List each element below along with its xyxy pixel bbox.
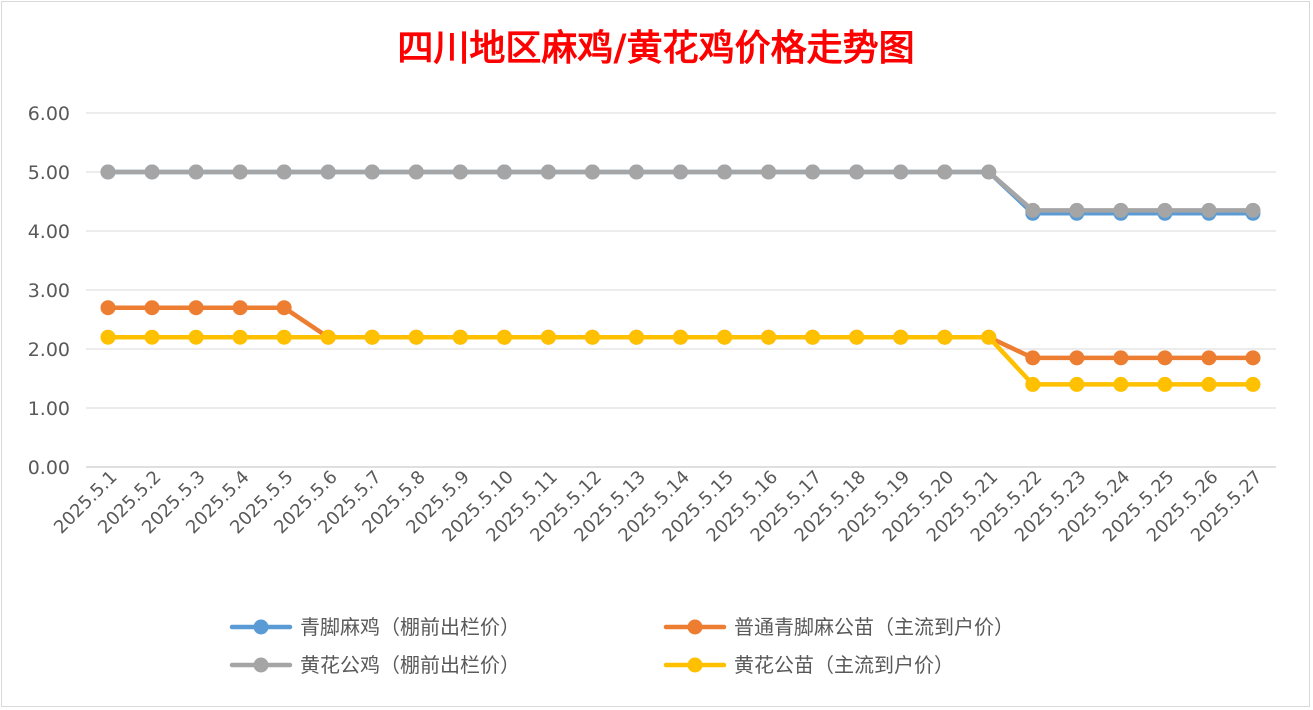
data-point xyxy=(232,300,248,316)
y-tick-label: 6.00 xyxy=(28,103,70,125)
data-point xyxy=(320,329,336,345)
data-point xyxy=(1201,202,1217,218)
x-axis-ticks: 2025.5.12025.5.22025.5.32025.5.42025.5.5… xyxy=(50,467,1267,547)
series-3 xyxy=(100,164,1261,218)
legend-swatch-marker xyxy=(687,657,703,673)
data-point xyxy=(1069,350,1085,366)
legend-swatch-marker xyxy=(687,619,703,635)
data-point xyxy=(805,329,821,345)
data-point xyxy=(232,164,248,180)
data-point xyxy=(496,164,512,180)
data-point xyxy=(1025,350,1041,366)
data-point xyxy=(364,164,380,180)
data-point xyxy=(408,164,424,180)
y-axis-ticks: 0.00 1.00 2.00 3.00 4.00 5.00 6.00 xyxy=(28,103,70,479)
legend-entry: 普通青脚麻公苗（主流到户价） xyxy=(663,615,1014,639)
data-point xyxy=(100,329,116,345)
data-point xyxy=(893,164,909,180)
data-point xyxy=(1245,350,1261,366)
data-point xyxy=(1157,350,1173,366)
data-point xyxy=(673,164,688,180)
legend: 青脚麻鸡（棚前出栏价） 普通青脚麻公苗（主流到户价） 黄花公鸡（棚前出栏价） 黄花公苗… xyxy=(229,615,1014,677)
legend-label: 普通青脚麻公苗（主流到户价） xyxy=(734,615,1014,639)
data-point xyxy=(452,164,468,180)
data-point xyxy=(849,329,865,345)
chart-title: 四川地区麻鸡/黄花鸡价格走势图 xyxy=(397,27,914,69)
data-point xyxy=(144,329,160,345)
data-point xyxy=(893,329,909,345)
data-point xyxy=(761,329,777,345)
data-point xyxy=(1157,376,1173,392)
data-point xyxy=(981,164,997,180)
y-tick-label: 1.00 xyxy=(28,398,70,420)
y-tick-label: 4.00 xyxy=(28,221,70,243)
data-point xyxy=(1113,376,1129,392)
legend-label: 青脚麻鸡（棚前出栏价） xyxy=(300,615,520,639)
data-point xyxy=(1113,350,1129,366)
data-point xyxy=(320,164,336,180)
legend-swatch-marker xyxy=(253,657,269,673)
data-point xyxy=(673,329,688,345)
data-point xyxy=(584,329,600,345)
data-point xyxy=(364,329,380,345)
data-point xyxy=(408,329,424,345)
data-point xyxy=(761,164,777,180)
data-point xyxy=(100,300,116,316)
data-point xyxy=(144,300,160,316)
data-point xyxy=(276,164,292,180)
data-point xyxy=(540,164,556,180)
data-point xyxy=(584,164,600,180)
data-point xyxy=(937,329,953,345)
data-point xyxy=(276,329,292,345)
legend-entry: 青脚麻鸡（棚前出栏价） xyxy=(229,615,520,639)
data-point xyxy=(628,329,644,345)
data-point xyxy=(1069,376,1085,392)
series-4 xyxy=(100,329,1261,392)
data-point xyxy=(100,164,116,180)
legend-entry: 黄花公鸡（棚前出栏价） xyxy=(229,653,520,677)
data-point xyxy=(717,164,733,180)
data-point xyxy=(1245,376,1261,392)
data-point xyxy=(805,164,821,180)
data-point xyxy=(717,329,733,345)
legend-entry: 黄花公苗（主流到户价） xyxy=(663,653,954,677)
data-point xyxy=(1201,350,1217,366)
data-point xyxy=(1113,202,1129,218)
legend-label: 黄花公苗（主流到户价） xyxy=(734,653,954,677)
data-point xyxy=(276,300,292,316)
y-tick-label: 3.00 xyxy=(28,280,70,302)
data-point xyxy=(1025,376,1041,392)
data-point xyxy=(188,329,204,345)
data-point xyxy=(540,329,556,345)
series-layer xyxy=(100,164,1261,392)
data-point xyxy=(1069,202,1085,218)
data-point xyxy=(628,164,644,180)
data-point xyxy=(188,300,204,316)
data-point xyxy=(496,329,512,345)
data-point xyxy=(1157,202,1173,218)
data-point xyxy=(188,164,204,180)
data-point xyxy=(232,329,248,345)
data-point xyxy=(981,329,997,345)
data-point xyxy=(1025,202,1041,218)
data-point xyxy=(849,164,865,180)
y-tick-label: 5.00 xyxy=(28,162,70,184)
data-point xyxy=(1201,376,1217,392)
y-tick-label: 0.00 xyxy=(28,457,70,479)
y-tick-label: 2.00 xyxy=(28,339,70,361)
data-point xyxy=(937,164,953,180)
legend-label: 黄花公鸡（棚前出栏价） xyxy=(300,653,520,677)
legend-swatch-marker xyxy=(253,619,269,635)
data-point xyxy=(452,329,468,345)
data-point xyxy=(144,164,160,180)
data-point xyxy=(1245,202,1261,218)
